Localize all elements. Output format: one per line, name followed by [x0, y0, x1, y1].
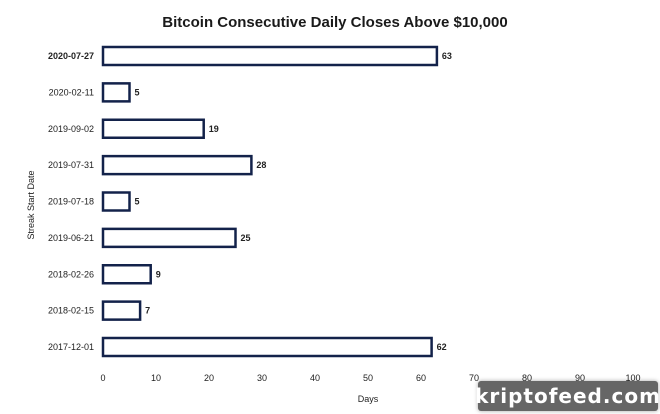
y-tick-label-2018-02-26: 2018-02-26 — [48, 269, 94, 279]
x-tick-label-30: 30 — [257, 373, 267, 383]
x-tick-label-80: 80 — [522, 373, 532, 383]
bar-2018-02-15 — [101, 300, 142, 321]
chart-title: Bitcoin Consecutive Daily Closes Above $… — [162, 14, 507, 31]
x-tick-label-0: 0 — [100, 373, 105, 383]
y-axis-label: Streak Start Date — [26, 170, 36, 239]
x-tick-label-40: 40 — [310, 373, 320, 383]
x-tick-label-10: 10 — [151, 373, 161, 383]
y-tick-label-2020-07-27: 2020-07-27 — [48, 51, 94, 61]
bar-2018-02-26 — [101, 264, 152, 285]
data-label-2018-02-15: 7 — [145, 306, 150, 316]
data-label-2019-07-18: 5 — [135, 197, 140, 207]
data-label-2019-07-31: 28 — [256, 160, 266, 170]
x-tick-label-100: 100 — [625, 373, 640, 383]
x-tick-label-50: 50 — [363, 373, 373, 383]
watermark-logo: kriptofeed.com — [475, 381, 660, 411]
y-tick-label-2018-02-15: 2018-02-15 — [48, 306, 94, 316]
bar-series: 632020-07-2752020-02-11192019-09-0228201… — [48, 45, 641, 383]
data-label-2020-07-27: 63 — [442, 51, 452, 61]
x-axis-label: Days — [358, 394, 379, 404]
x-tick-label-20: 20 — [204, 373, 214, 383]
data-label-2017-12-01: 62 — [437, 342, 447, 352]
x-tick-label-70: 70 — [469, 373, 479, 383]
bar-2019-06-21 — [101, 227, 237, 249]
y-tick-label-2019-09-02: 2019-09-02 — [48, 124, 94, 134]
data-label-2020-02-11: 5 — [135, 87, 140, 97]
bar-2017-12-01 — [101, 336, 433, 358]
y-tick-label-2020-02-11: 2020-02-11 — [49, 87, 94, 97]
bar-2019-09-02 — [101, 118, 205, 139]
x-tick-label-90: 90 — [575, 373, 585, 383]
watermark-text: kriptofeed.com — [475, 384, 660, 408]
bar-2020-07-27 — [101, 45, 439, 67]
y-tick-label-2019-07-31: 2019-07-31 — [48, 160, 94, 170]
data-label-2019-09-02: 19 — [209, 124, 219, 134]
data-label-2019-06-21: 25 — [241, 233, 251, 243]
y-tick-label-2019-06-21: 2019-06-21 — [48, 233, 94, 243]
bar-2020-02-11 — [101, 82, 131, 103]
y-tick-label-2019-07-18: 2019-07-18 — [48, 197, 94, 207]
data-label-2018-02-26: 9 — [156, 269, 161, 279]
bar-2019-07-31 — [101, 154, 253, 176]
y-tick-label-2017-12-01: 2017-12-01 — [48, 342, 94, 352]
bar-2019-07-18 — [101, 191, 131, 212]
x-tick-label-60: 60 — [416, 373, 426, 383]
